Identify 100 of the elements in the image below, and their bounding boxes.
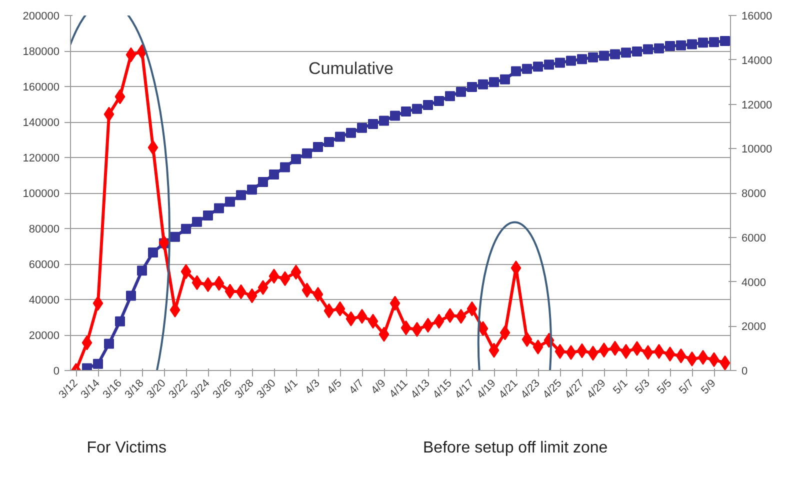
point — [224, 284, 236, 299]
y-tick-label: 40000 — [28, 294, 60, 306]
point — [214, 276, 224, 291]
point — [92, 296, 104, 311]
x-tick-label: 3/14 — [78, 377, 102, 402]
y-tick-label: 120000 — [22, 152, 60, 164]
point — [478, 321, 488, 336]
point — [93, 358, 103, 369]
point — [698, 38, 708, 48]
point — [258, 280, 268, 296]
point — [632, 341, 642, 356]
point — [610, 340, 620, 356]
point — [401, 106, 411, 117]
point — [400, 320, 412, 336]
x-tick-label: 5/7 — [677, 377, 696, 397]
y-tick-label: 140000 — [22, 117, 60, 129]
point — [533, 62, 543, 72]
point — [412, 322, 422, 337]
x-tick-label: 3/16 — [100, 377, 124, 402]
point — [236, 190, 246, 200]
point — [290, 264, 302, 280]
point — [390, 296, 400, 311]
point — [577, 54, 587, 64]
point — [434, 96, 444, 106]
point — [598, 342, 610, 358]
y-tick-label: 20000 — [28, 330, 60, 342]
point — [269, 170, 279, 180]
point — [214, 203, 224, 214]
point — [115, 316, 125, 326]
x-tick-label: 4/1 — [281, 377, 300, 397]
y2-tick-label: 8000 — [742, 188, 766, 200]
point — [170, 232, 180, 242]
x-tick-label: 5/1 — [611, 377, 630, 397]
point — [554, 344, 566, 359]
x-tick-label: 3/24 — [188, 377, 212, 402]
y-tick-label: 80000 — [28, 224, 60, 236]
point — [158, 235, 170, 250]
point — [620, 344, 632, 359]
x-tick-label: 3/22 — [166, 377, 190, 402]
y2-tick-label: 6000 — [742, 232, 766, 244]
point — [247, 184, 257, 195]
y-tick-label: 160000 — [22, 82, 60, 94]
point — [137, 266, 147, 276]
x-tick-label: 3/30 — [254, 377, 278, 402]
x-tick-label: 5/9 — [699, 377, 718, 397]
point — [466, 301, 478, 316]
point — [246, 288, 258, 304]
point — [720, 36, 730, 46]
point — [588, 52, 598, 62]
point — [236, 284, 246, 300]
point — [104, 106, 114, 122]
x-tick-label: 5/5 — [655, 377, 674, 397]
point — [488, 342, 500, 358]
x-tick-label: 4/5 — [325, 377, 344, 397]
point — [610, 49, 620, 60]
point — [356, 308, 368, 324]
point — [114, 89, 126, 104]
point — [665, 41, 675, 52]
point — [357, 122, 367, 133]
point — [126, 47, 136, 62]
point — [225, 196, 235, 207]
point — [621, 48, 631, 58]
point — [599, 50, 609, 61]
x-tick-label: 4/13 — [408, 377, 432, 402]
point — [522, 64, 532, 74]
point — [643, 44, 653, 54]
point — [412, 104, 422, 114]
y2-tick-label: 10000 — [742, 144, 772, 156]
x-tick-label: 4/21 — [496, 377, 520, 402]
point — [280, 162, 290, 172]
point — [489, 77, 499, 88]
point — [720, 355, 730, 370]
x-tick-label: 4/23 — [518, 377, 542, 402]
x-tick-label: 4/9 — [369, 377, 388, 397]
point — [642, 345, 654, 360]
point — [313, 142, 323, 152]
point — [544, 60, 554, 70]
text: For Victims — [86, 440, 166, 456]
point — [687, 39, 697, 50]
point — [664, 346, 676, 362]
point — [555, 58, 565, 68]
point — [202, 277, 214, 292]
x-tick-label: 3/26 — [210, 377, 234, 402]
point — [148, 247, 158, 258]
point — [676, 40, 686, 50]
x-tick-label: 3/12 — [56, 377, 80, 402]
x-tick-label: 4/25 — [540, 377, 564, 402]
point — [312, 286, 324, 302]
point — [180, 264, 192, 280]
point — [346, 128, 356, 138]
y2-tick-label: 0 — [742, 366, 748, 378]
point — [522, 332, 532, 347]
point — [445, 91, 455, 102]
point — [709, 37, 719, 48]
y2-tick-label: 2000 — [742, 321, 766, 334]
point — [511, 66, 521, 76]
point — [478, 79, 488, 90]
y-tick-label: 100000 — [22, 188, 60, 200]
y-tick-label: 200000 — [22, 10, 60, 22]
point — [302, 282, 312, 298]
